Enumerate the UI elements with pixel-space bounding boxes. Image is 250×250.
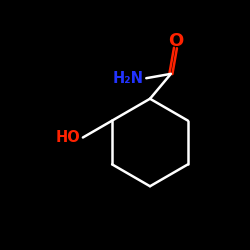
Text: HO: HO — [56, 130, 80, 145]
Text: H₂N: H₂N — [113, 71, 144, 86]
Text: O: O — [168, 32, 183, 50]
